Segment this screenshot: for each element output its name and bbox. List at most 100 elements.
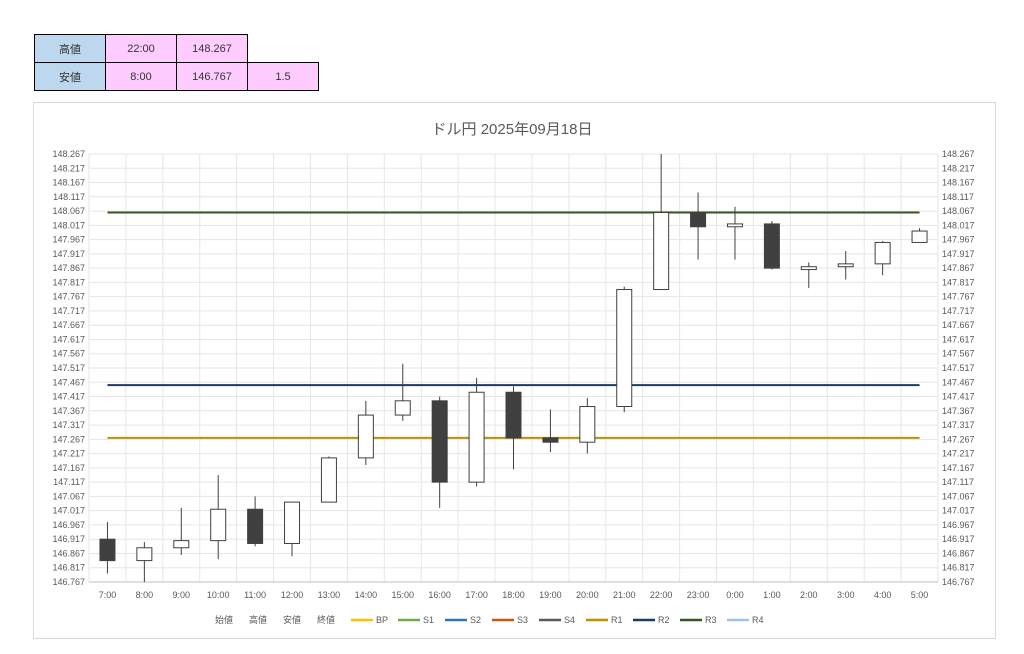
legend-label: S3 <box>517 615 528 625</box>
legend-label: 高値 <box>249 614 267 625</box>
x-tick-label: 1:00 <box>763 590 781 600</box>
legend-label: S1 <box>423 615 434 625</box>
x-tick-label: 21:00 <box>613 590 636 600</box>
high-label-cell: 高値 <box>34 34 106 63</box>
legend-label: 始値 <box>215 614 233 625</box>
y-tick-label-left: 147.167 <box>52 463 85 473</box>
legend-label: S2 <box>470 615 481 625</box>
candle-body-bearish <box>99 538 116 562</box>
legend-label: R1 <box>611 615 623 625</box>
x-tick-label: 17:00 <box>465 590 488 600</box>
y-tick-label-left: 146.767 <box>52 577 85 587</box>
y-tick-label-right: 146.967 <box>942 520 975 530</box>
y-tick-label-right: 147.817 <box>942 277 975 287</box>
x-tick-label: 23:00 <box>687 590 710 600</box>
y-tick-label-left: 147.117 <box>53 477 85 487</box>
y-tick-label-left: 147.317 <box>52 420 85 430</box>
low-value-cell: 146.767 <box>176 62 248 91</box>
y-tick-label-left: 147.267 <box>52 434 85 444</box>
y-tick-label-left: 148.017 <box>52 220 85 230</box>
x-tick-label: 15:00 <box>391 590 414 600</box>
y-tick-label-left: 147.217 <box>52 449 85 459</box>
y-tick-label-right: 147.317 <box>942 420 975 430</box>
y-tick-label-left: 147.917 <box>52 249 85 259</box>
y-tick-label-left: 147.817 <box>52 277 85 287</box>
legend-label: R4 <box>752 615 764 625</box>
y-tick-label-right: 147.567 <box>942 349 975 359</box>
x-tick-label: 14:00 <box>355 590 378 600</box>
candle-body-bearish <box>763 223 780 269</box>
y-tick-label-left: 147.017 <box>52 506 85 516</box>
y-tick-label-right: 146.767 <box>942 577 975 587</box>
y-tick-label-left: 147.867 <box>52 263 85 273</box>
y-tick-label-right: 147.117 <box>942 477 974 487</box>
y-tick-label-right: 147.717 <box>942 306 975 316</box>
legend-label: 安値 <box>283 614 301 625</box>
candle-body-bearish <box>505 391 522 439</box>
y-tick-label-left: 147.967 <box>52 235 85 245</box>
x-tick-label: 13:00 <box>318 590 341 600</box>
candle-body-bullish <box>726 223 743 228</box>
y-tick-label-right: 148.017 <box>942 220 975 230</box>
y-tick-label-left: 147.417 <box>52 392 85 402</box>
low-time-cell: 8:00 <box>105 62 177 91</box>
candle-body-bearish <box>431 400 448 483</box>
legend-label: R3 <box>705 615 717 625</box>
candle-body-bullish <box>210 508 227 542</box>
y-tick-label-right: 147.167 <box>942 463 975 473</box>
y-tick-label-right: 148.267 <box>942 149 975 159</box>
y-tick-label-right: 148.217 <box>942 163 975 173</box>
y-tick-label-left: 147.517 <box>52 363 85 373</box>
y-tick-label-right: 147.417 <box>942 392 975 402</box>
y-tick-label-right: 147.767 <box>942 292 975 302</box>
y-tick-label-right: 148.167 <box>942 178 975 188</box>
candle-body-bullish <box>320 457 337 503</box>
y-tick-label-left: 147.617 <box>52 334 85 344</box>
y-tick-label-right: 147.017 <box>942 506 975 516</box>
y-tick-label-right: 147.617 <box>942 334 975 344</box>
x-tick-label: 4:00 <box>874 590 892 600</box>
y-tick-label-right: 146.867 <box>942 548 975 558</box>
candle-body-bearish <box>542 437 559 443</box>
y-tick-label-left: 146.817 <box>52 563 85 573</box>
legend-label: R2 <box>658 615 670 625</box>
summary-table: 高値 22:00 148.267 安値 8:00 146.767 1.5 <box>34 34 319 91</box>
y-tick-label-left: 146.967 <box>52 520 85 530</box>
candle-body-bullish <box>874 241 891 265</box>
y-tick-label-right: 148.117 <box>942 192 974 202</box>
x-tick-label: 22:00 <box>650 590 673 600</box>
candle-body-bullish <box>394 400 411 416</box>
chart-title: ドル円 2025年09月18日 <box>431 121 593 138</box>
candle-body-bullish <box>468 391 485 483</box>
y-tick-label-left: 147.367 <box>52 406 85 416</box>
candle-body-bullish <box>837 263 854 268</box>
y-tick-label-left: 148.267 <box>52 149 85 159</box>
summary-row-low: 安値 8:00 146.767 1.5 <box>34 62 319 91</box>
low-extra-cell: 1.5 <box>247 62 319 91</box>
x-tick-label: 0:00 <box>726 590 744 600</box>
candle-body-bearish <box>247 508 264 544</box>
candle-body-bullish <box>911 230 928 243</box>
y-tick-label-left: 146.867 <box>52 548 85 558</box>
y-tick-label-right: 147.517 <box>942 363 975 373</box>
y-tick-label-left: 148.117 <box>53 192 85 202</box>
y-tick-label-right: 147.467 <box>942 377 975 387</box>
x-tick-label: 3:00 <box>837 590 855 600</box>
y-tick-label-right: 146.817 <box>942 563 975 573</box>
candle-body-bullish <box>653 211 670 291</box>
legend-label: BP <box>376 615 388 625</box>
legend-label: 終値 <box>317 614 335 625</box>
y-tick-label-right: 147.217 <box>942 449 975 459</box>
y-tick-label-right: 147.067 <box>942 491 975 501</box>
y-tick-label-left: 148.217 <box>52 163 85 173</box>
y-tick-label-right: 147.967 <box>942 235 975 245</box>
x-tick-label: 8:00 <box>136 590 154 600</box>
candle-body-bearish <box>690 211 707 228</box>
y-tick-label-left: 148.067 <box>52 206 85 216</box>
y-tick-label-right: 147.867 <box>942 263 975 273</box>
x-tick-label: 18:00 <box>502 590 525 600</box>
candle-body-bullish <box>136 547 153 562</box>
y-tick-label-left: 147.667 <box>52 320 85 330</box>
x-tick-label: 7:00 <box>99 590 117 600</box>
